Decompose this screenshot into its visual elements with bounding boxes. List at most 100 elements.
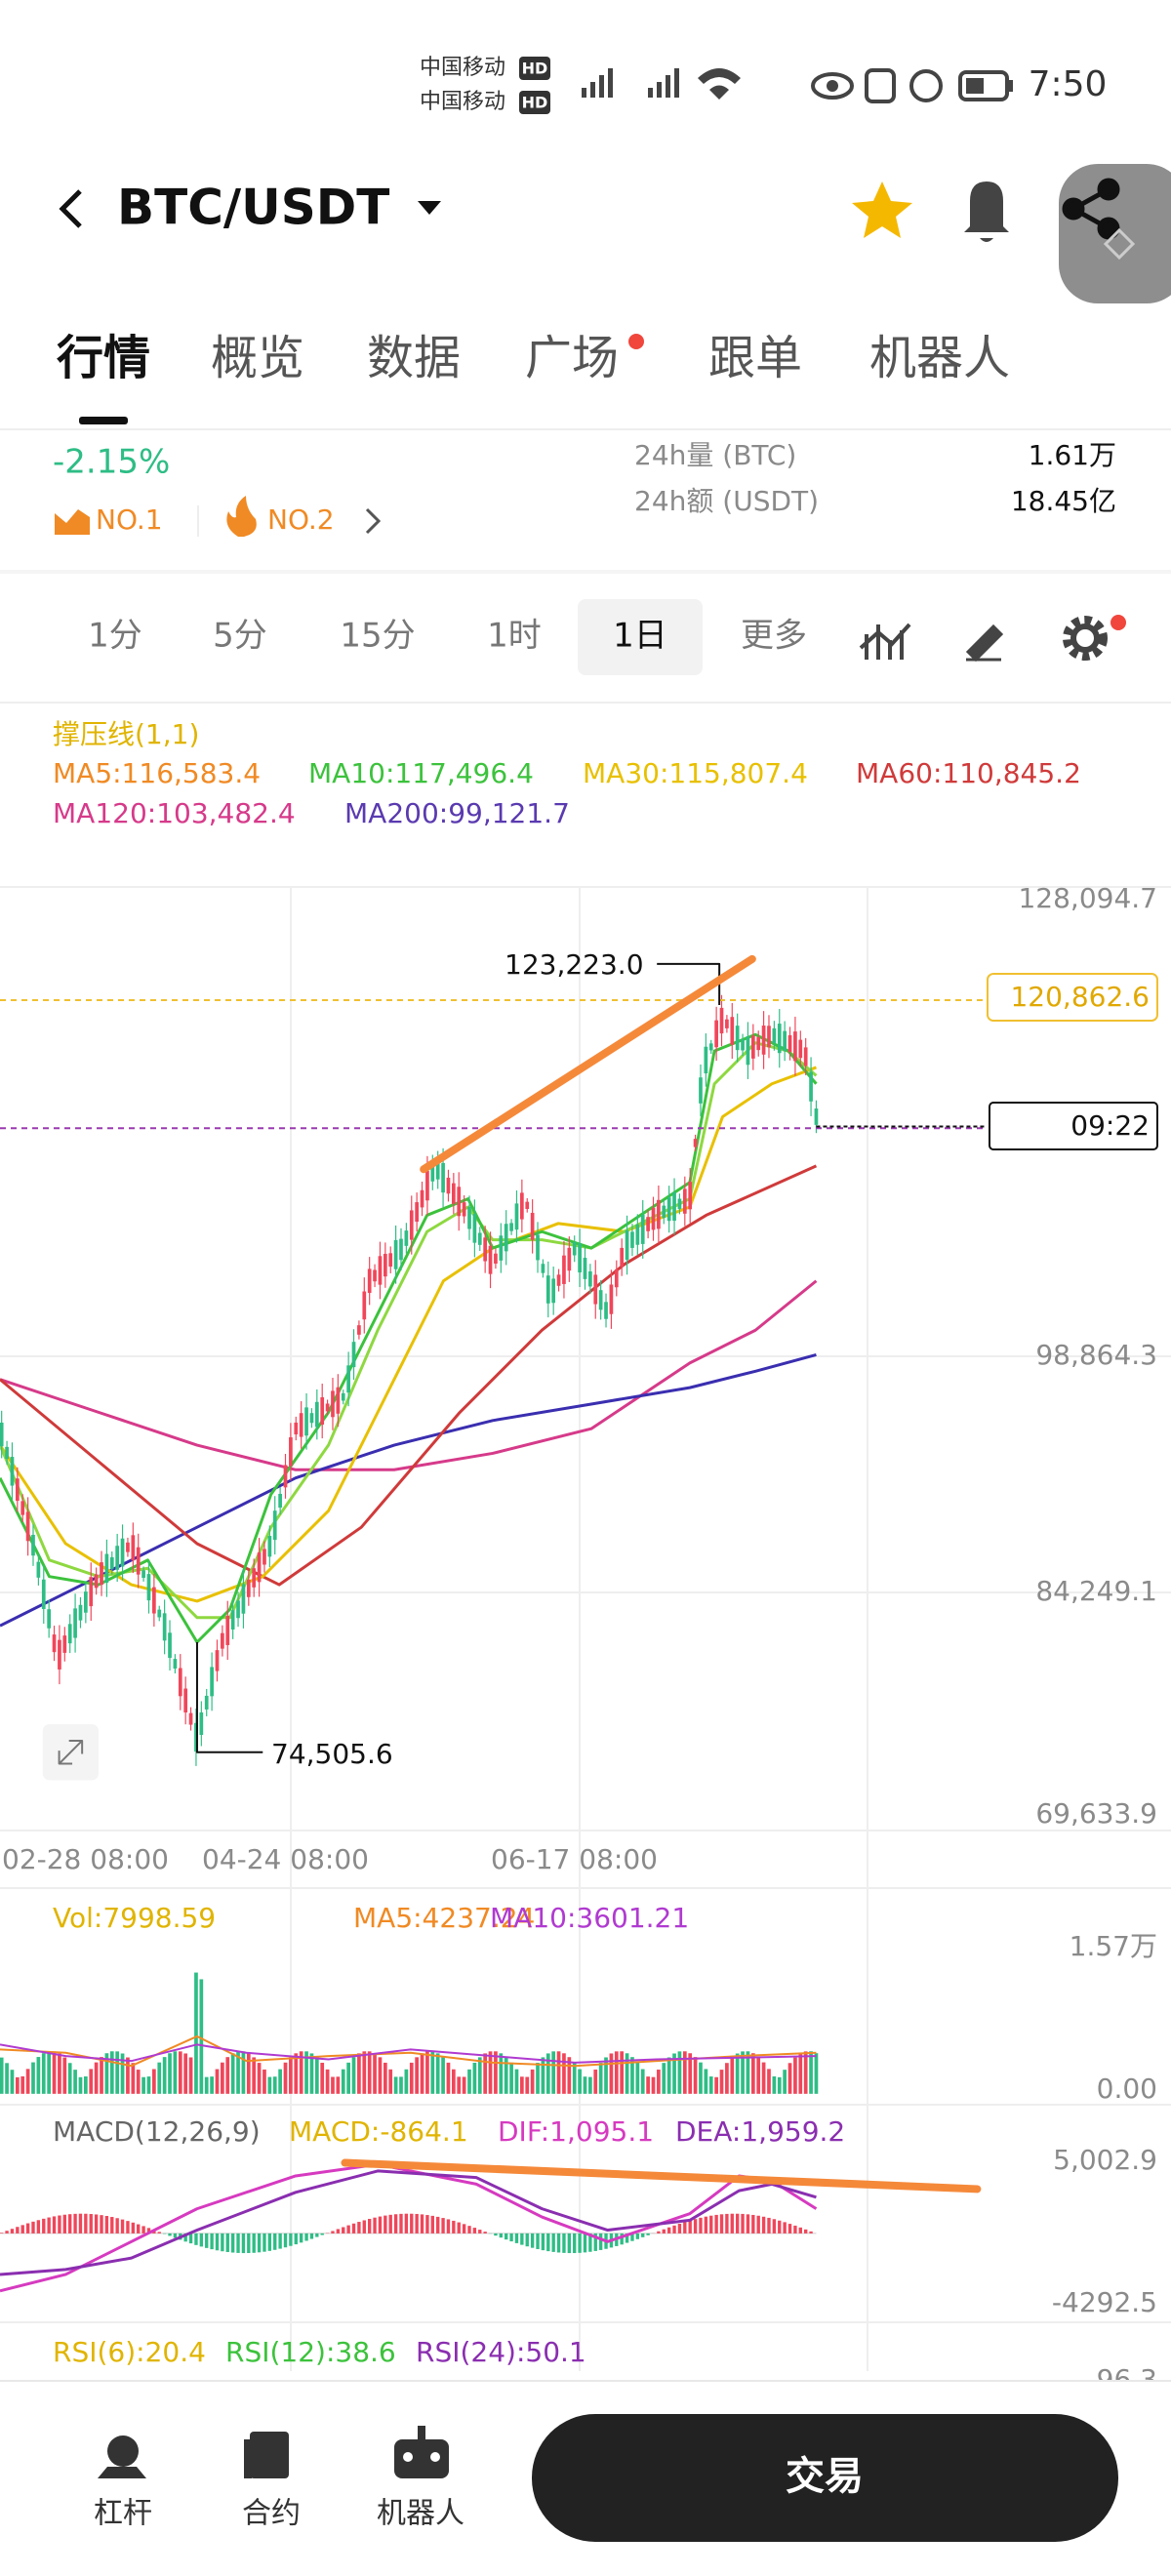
settings-button[interactable] [1063, 616, 1108, 661]
date-label: 02-28 08:00 [2, 1843, 169, 1875]
volume-bar [267, 2076, 272, 2094]
candle-body [682, 1188, 687, 1214]
macd-bar [546, 2233, 550, 2252]
pair-dropdown[interactable] [418, 201, 441, 215]
candle-body [657, 1199, 661, 1229]
favorite-star[interactable] [852, 181, 912, 238]
macd-bar [457, 2222, 461, 2234]
candle-body [0, 1422, 4, 1447]
candle-body [783, 1030, 787, 1052]
macd-bar [10, 2229, 15, 2234]
volume-bar [777, 2076, 782, 2094]
volume-bar [562, 2053, 566, 2094]
tab[interactable]: 行情 [57, 331, 150, 385]
volume-axis-label: 0.00 [1097, 2073, 1157, 2105]
macd-bar [567, 2233, 572, 2254]
macd-bar [761, 2216, 766, 2234]
interval[interactable]: 5分 [213, 617, 267, 656]
volume-bar [89, 2069, 94, 2094]
indicator-button[interactable] [859, 623, 911, 660]
volume-bar [793, 2057, 797, 2094]
volume-bar [194, 1972, 198, 2094]
macd-bar [505, 2233, 508, 2240]
volume-bar [741, 2051, 745, 2094]
draw-button[interactable] [965, 624, 1004, 663]
candle-body [446, 1177, 451, 1194]
macd-bar [688, 2220, 692, 2234]
macd-bar [452, 2220, 456, 2234]
macd-bar [342, 2227, 345, 2234]
macd-bar [221, 2233, 224, 2252]
candle-body [787, 1034, 792, 1053]
macd-bar [625, 2233, 629, 2243]
rank[interactable]: NO.1 [96, 503, 163, 536]
tab[interactable]: 概览 [211, 331, 304, 385]
volume-bar [704, 2069, 708, 2094]
alert-bell[interactable] [964, 181, 1009, 242]
volume-bar [593, 2069, 598, 2094]
chevron[interactable] [365, 507, 382, 535]
hot-icon [226, 496, 257, 537]
nav-item[interactable]: 杠杆 [94, 2497, 152, 2531]
macd-bar [593, 2233, 597, 2251]
share-icon[interactable] [1062, 178, 1120, 240]
tab[interactable]: 广场 [525, 331, 619, 385]
macd-bar [194, 2233, 198, 2245]
volume-bar [462, 2076, 466, 2094]
candle-body [173, 1659, 178, 1670]
volume-bar [383, 2062, 387, 2094]
interval[interactable]: 1分 [88, 617, 142, 656]
candle-body [52, 1634, 57, 1653]
candle-body [199, 1711, 204, 1735]
macd-bar [257, 2233, 262, 2253]
macd-bar [672, 2225, 676, 2234]
rank[interactable]: NO.2 [267, 503, 335, 536]
volume-bar [688, 2053, 693, 2094]
macd-bar [247, 2233, 251, 2254]
candle-body [556, 1274, 561, 1286]
candle-body [230, 1610, 235, 1630]
tab[interactable]: 跟单 [708, 331, 802, 385]
candle-body [25, 1511, 30, 1542]
stat-value: 1.61万 [1029, 439, 1116, 471]
trade-button[interactable] [532, 2414, 1118, 2542]
trade-label[interactable]: 交易 [786, 2454, 864, 2499]
nav-item[interactable]: 合约 [242, 2497, 301, 2531]
interval[interactable]: 15分 [340, 617, 415, 656]
back-button[interactable] [59, 189, 82, 228]
tab[interactable]: 数据 [367, 331, 461, 385]
candle-body [320, 1397, 325, 1426]
volume-bar [73, 2070, 77, 2094]
low-label: 74,505.6 [271, 1738, 393, 1770]
macd-bar [62, 2214, 66, 2234]
candle-body [494, 1253, 498, 1265]
volume-bar [404, 2069, 409, 2094]
volume-bar [351, 2057, 356, 2094]
candle-body [530, 1212, 535, 1240]
volume-bar [425, 2051, 429, 2094]
countdown: 09:22 [1070, 1109, 1150, 1142]
volume-axis-label: 1.57万 [1070, 1930, 1157, 1962]
candle-body [194, 1722, 198, 1752]
interval[interactable]: 1日 [613, 617, 667, 656]
interval[interactable]: 1时 [487, 617, 542, 656]
macd-bar [146, 2228, 151, 2234]
macd-bar [378, 2216, 383, 2234]
date-label: 06-17 08:00 [491, 1843, 658, 1875]
macd-bar [641, 2233, 645, 2237]
macd-label: DEA:1,959.2 [675, 2115, 845, 2148]
interval[interactable]: 更多 [741, 617, 807, 656]
stat-value: 18.45亿 [1011, 485, 1116, 517]
pair-title[interactable]: BTC/USDT [117, 180, 389, 236]
volume-bar [567, 2057, 572, 2094]
tab[interactable]: 机器人 [869, 331, 1010, 385]
macd-bar [215, 2233, 220, 2251]
candle-body [640, 1214, 645, 1244]
clock: 7:50 [1029, 64, 1108, 104]
volume-bar [246, 2053, 251, 2094]
volume-bar [604, 2057, 608, 2094]
candle-body [162, 1613, 167, 1641]
nav-item[interactable]: 机器人 [377, 2497, 464, 2531]
macd-bar [793, 2225, 797, 2234]
indicator-label: MA30:115,807.4 [583, 757, 808, 789]
